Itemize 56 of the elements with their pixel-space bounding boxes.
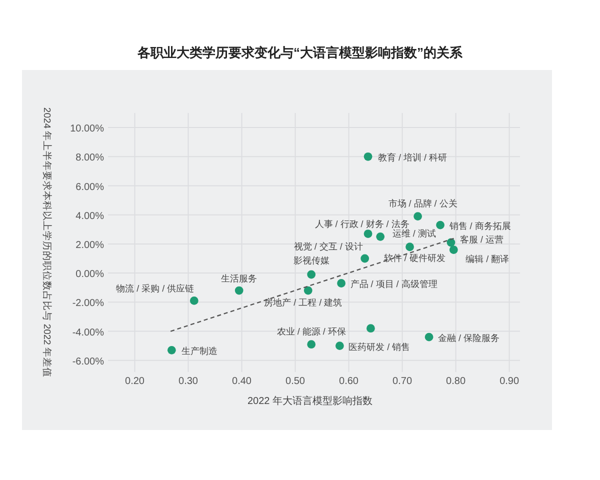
x-axis-title: 2022 年大语言模型影响指数 [247, 395, 373, 407]
x-tick-label: 0.60 [339, 376, 359, 387]
y-tick-label: 10.00% [70, 124, 104, 135]
x-tick-label: 0.40 [232, 376, 252, 387]
y-tick-label: 4.00% [76, 210, 104, 222]
point [234, 286, 244, 295]
y-tick-label: 8.00% [76, 152, 104, 164]
point [337, 279, 346, 288]
data-label: 销售 / 商务拓展 [448, 221, 511, 232]
data-label: 农业 / 能源 / 环保 [276, 326, 346, 336]
chart-title: 各职业大类学历要求变化与“大语言模型影响指数”的关系 [136, 45, 464, 60]
data-label: 房地产 / 工程 / 建筑 [264, 298, 342, 308]
x-tick-label: 0.80 [446, 376, 466, 387]
x-tick-label: 0.90 [500, 376, 520, 387]
data-label: 金融 / 保险服务 [438, 333, 500, 344]
data-label: 客服 / 运营 [460, 234, 504, 244]
data-label: 运维 / 测试 [392, 228, 436, 239]
point [360, 254, 370, 263]
point [335, 342, 344, 350]
x-tick-label: 0.20 [125, 376, 145, 387]
data-label: 影视传媒 [293, 256, 330, 266]
data-label: 生活服务 [221, 274, 258, 284]
data-label: 市场 / 品牌 / 公关 [388, 198, 458, 208]
point [446, 238, 456, 247]
x-tick-label: 0.70 [392, 376, 412, 387]
y-tick-label: -4.00% [72, 327, 104, 338]
y-tick-label: 6.00% [76, 182, 104, 193]
data-label: 编辑 / 翻译 [466, 254, 510, 264]
y-tick-label: -2.00% [72, 298, 104, 310]
y-tick-label: 0.00% [76, 269, 104, 280]
point [167, 346, 176, 354]
point [449, 246, 458, 254]
data-label: 人事 / 行政 / 财务 / 法务 [314, 218, 410, 229]
data-label: 医药研发 / 销售 [348, 342, 410, 352]
point [366, 324, 375, 333]
data-label: 物流 / 采购 / 供应链 [116, 284, 194, 294]
data-label: 生产制造 [182, 346, 218, 356]
data-label: 产品 / 项目 / 高级管理 [350, 279, 438, 290]
data-label: 教育 / 培训 / 科研 [378, 152, 448, 163]
y-axis-title: 2024 年上半年要求本科以上学历的职位数占比与 2022 年差值 [41, 107, 53, 378]
data-label: 视觉 / 交互 / 设计 [294, 242, 363, 252]
y-tick-label: 2.00% [76, 240, 104, 251]
point [436, 220, 444, 230]
point [304, 286, 312, 295]
x-tick-label: 0.30 [178, 376, 198, 387]
y-tick-label: -6.00% [72, 356, 104, 368]
point [190, 296, 198, 305]
point [424, 332, 434, 342]
point [364, 152, 372, 161]
point [307, 340, 316, 349]
point [406, 242, 414, 252]
point [307, 270, 316, 279]
point [364, 230, 372, 238]
point [414, 212, 422, 221]
point [376, 232, 385, 241]
x-tick-label: 0.50 [286, 376, 306, 387]
